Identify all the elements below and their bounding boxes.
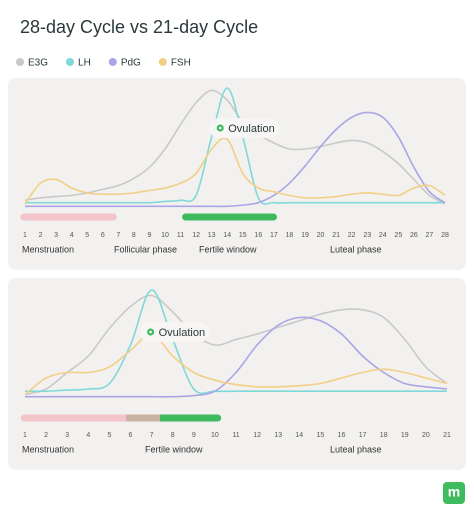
series-line (24, 111, 446, 208)
title: 28-day Cycle vs 21-day Cycle (20, 17, 258, 37)
series-line (24, 333, 448, 396)
overlap (126, 414, 161, 422)
x-tick-label: 11 (177, 232, 184, 239)
x-tick-label: 19 (301, 232, 309, 239)
phase-label: Follicular phase (114, 244, 177, 254)
series-line (25, 87, 445, 205)
x-tick-label: 7 (150, 432, 154, 439)
phase-label: Luteal phase (330, 244, 382, 254)
callout-box (209, 118, 280, 138)
phase-bar (20, 414, 161, 422)
x-tick-label: 3 (54, 232, 58, 239)
x-tick-label: 8 (132, 232, 136, 239)
x-tick-label: 9 (192, 432, 196, 439)
ovulation-callout: Ovulation (209, 118, 280, 138)
x-tick-label: 22 (348, 232, 356, 239)
x-tick-label: 17 (359, 432, 367, 439)
x-tick-label: 12 (192, 232, 200, 239)
phase-bar (182, 213, 277, 221)
x-tick-label: 25 (394, 232, 402, 239)
legend-dot (108, 58, 117, 66)
series-line (24, 89, 446, 205)
x-tick-label: 26 (410, 232, 418, 239)
x-tick-label: 16 (338, 432, 346, 439)
x-tick-label: 1 (23, 232, 27, 239)
x-tick-label: 14 (295, 432, 303, 439)
x-tick-label: 6 (101, 232, 105, 239)
phase-bar (20, 213, 117, 221)
phase-label: Menstruation (22, 444, 74, 454)
x-tick-label: 17 (270, 232, 278, 239)
phase-label: Fertile window (199, 244, 257, 254)
x-tick-label: 15 (317, 432, 325, 439)
panel (8, 278, 466, 470)
x-tick-label: 4 (86, 432, 90, 439)
x-tick-label: 13 (274, 432, 282, 439)
x-tick-label: 4 (70, 232, 74, 239)
x-tick-label: 20 (422, 432, 430, 439)
x-tick-label: 1 (23, 432, 27, 439)
phase-label: Menstruation (22, 244, 74, 254)
x-tick-label: 10 (211, 432, 219, 439)
x-tick-label: 5 (85, 232, 89, 239)
logo: m (448, 484, 460, 500)
x-tick-label: 9 (147, 232, 151, 239)
x-tick-label: 13 (208, 232, 216, 239)
x-tick-label: 23 (363, 232, 371, 239)
panel (8, 78, 466, 270)
x-tick-label: 3 (65, 432, 69, 439)
x-tick-label: 18 (380, 432, 388, 439)
legend-dot (16, 58, 24, 66)
legend-dot (66, 58, 75, 66)
x-tick-label: 16 (254, 232, 262, 239)
x-tick-label: 2 (44, 432, 48, 439)
x-tick-label: 5 (107, 432, 111, 439)
x-tick-label: 27 (426, 232, 434, 239)
x-tick-label: 18 (286, 232, 294, 239)
legend-label: PdG (121, 58, 141, 69)
x-tick-label: 21 (332, 232, 340, 239)
callout-dot-inner (218, 126, 222, 130)
x-tick-label: 21 (443, 432, 451, 439)
series-line (25, 316, 448, 398)
legend-label: FSH (171, 58, 191, 69)
x-tick-label: 15 (239, 232, 247, 239)
phase-label: Luteal phase (330, 444, 382, 454)
callout-label: Ovulation (228, 123, 274, 135)
x-tick-label: 20 (317, 232, 325, 239)
x-tick-label: 6 (129, 432, 133, 439)
series-line (24, 137, 446, 205)
x-tick-label: 10 (161, 232, 169, 239)
logo-box (443, 482, 465, 504)
legend-dot (158, 58, 167, 66)
series-line (24, 289, 447, 395)
x-tick-label: 7 (116, 232, 120, 239)
x-tick-label: 2 (39, 232, 43, 239)
x-tick-label: 12 (253, 432, 261, 439)
phase-label: Fertile window (145, 444, 203, 454)
x-tick-label: 14 (223, 232, 231, 239)
series-line (24, 294, 448, 396)
callout-label: Ovulation (159, 327, 205, 339)
x-tick-label: 24 (379, 232, 387, 239)
x-tick-label: 19 (401, 432, 409, 439)
x-tick-label: 8 (171, 432, 175, 439)
x-tick-label: 28 (441, 232, 449, 239)
legend-label: E3G (28, 58, 48, 69)
callout-dot-inner (149, 330, 152, 334)
legend-label: LH (78, 58, 91, 69)
callout-box (139, 322, 210, 342)
ovulation-callout: Ovulation (139, 322, 210, 342)
x-tick-label: 11 (232, 432, 239, 439)
